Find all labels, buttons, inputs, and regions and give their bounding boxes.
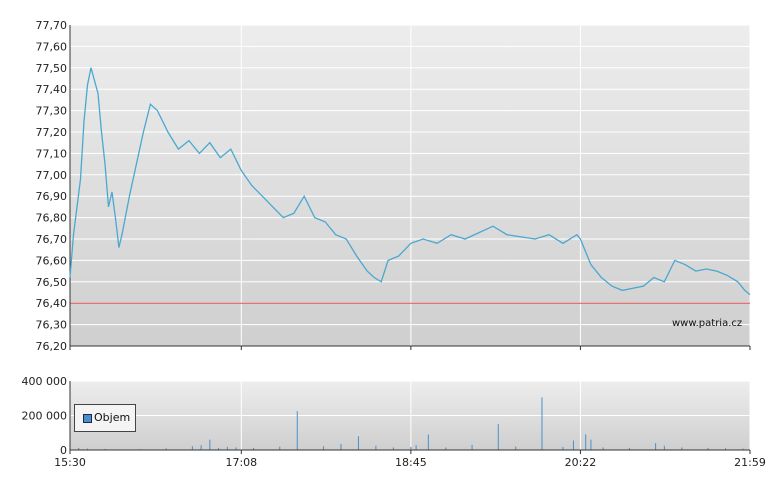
volume-y-tick-label: 200 000 bbox=[22, 410, 68, 423]
x-tick-label: 20:22 bbox=[565, 456, 597, 469]
price-y-tick-label: 76,50 bbox=[36, 276, 68, 289]
price-y-tick-label: 76,60 bbox=[36, 254, 68, 267]
price-line bbox=[69, 67, 751, 296]
price-y-tick-label: 77,70 bbox=[36, 19, 68, 32]
price-y-tick-label: 77,30 bbox=[36, 105, 68, 118]
price-y-tick-label: 76,30 bbox=[36, 319, 68, 332]
price-y-tick-label: 77,40 bbox=[36, 83, 68, 96]
price-y-tick-label: 77,00 bbox=[36, 169, 68, 182]
price-y-tick-label: 77,50 bbox=[36, 62, 68, 75]
x-tick-label: 18:45 bbox=[395, 456, 427, 469]
price-y-tick-label: 76,40 bbox=[36, 297, 68, 310]
price-y-tick-label: 77,60 bbox=[36, 40, 68, 53]
legend-label: Objem bbox=[94, 411, 131, 424]
volume-legend: Objem bbox=[74, 404, 136, 432]
volume-y-tick-label: 0 bbox=[60, 444, 67, 457]
price-y-tick-label: 77,10 bbox=[36, 147, 68, 160]
volume-y-tick-label: 400 000 bbox=[22, 375, 68, 388]
x-tick-label: 15:30 bbox=[54, 456, 86, 469]
price-y-tick-label: 76,90 bbox=[36, 190, 68, 203]
price-y-tick-label: 76,20 bbox=[36, 340, 68, 353]
x-tick-label: 17:08 bbox=[225, 456, 257, 469]
watermark: www.patria.cz bbox=[672, 318, 743, 329]
price-y-tick-label: 77,20 bbox=[36, 126, 68, 139]
price-plot-area bbox=[70, 25, 750, 346]
price-y-tick-label: 76,80 bbox=[36, 212, 68, 225]
x-tick-label: 21:59 bbox=[734, 456, 766, 469]
price-y-tick-label: 76,70 bbox=[36, 233, 68, 246]
legend-swatch bbox=[83, 414, 92, 423]
